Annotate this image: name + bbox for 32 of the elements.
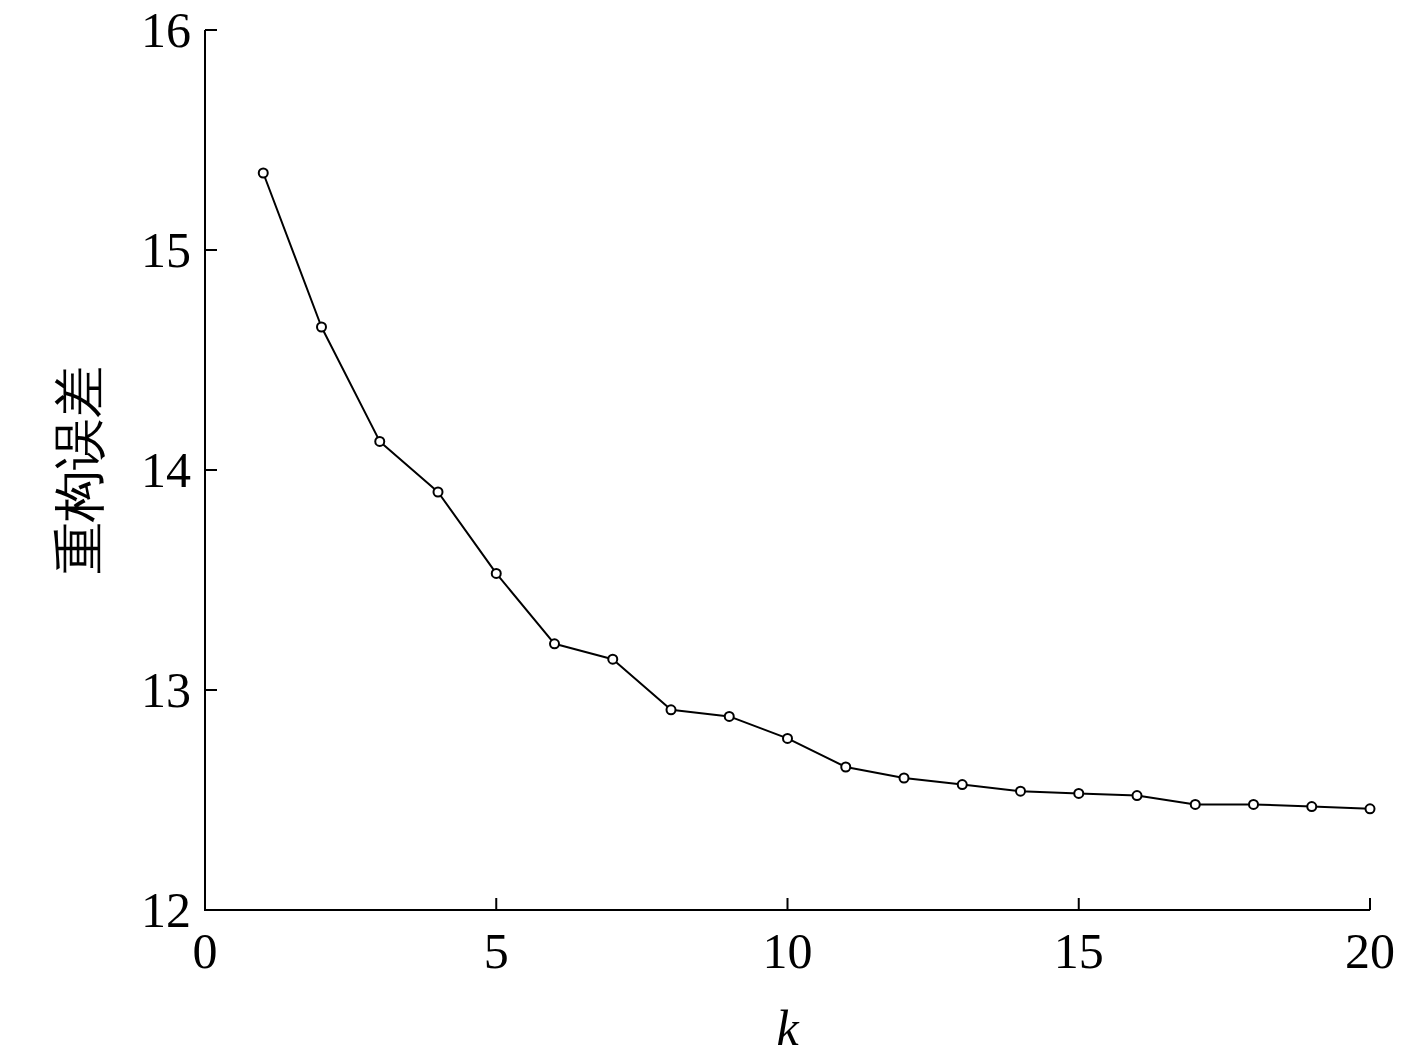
y-tick-label: 14 — [141, 442, 191, 498]
point — [723, 710, 735, 722]
x-axis-title: k — [776, 1000, 800, 1056]
x-tick-label: 20 — [1345, 923, 1395, 979]
point — [432, 486, 444, 498]
y-tick-label: 15 — [141, 222, 191, 278]
point — [549, 638, 560, 650]
point — [374, 435, 386, 447]
y-tick-label: 16 — [141, 2, 191, 58]
y-axis-title: 重构误差 — [49, 366, 109, 574]
y-tick-label: 13 — [141, 662, 191, 718]
point — [1364, 803, 1376, 815]
point — [257, 167, 269, 179]
point — [782, 732, 793, 744]
point — [607, 653, 619, 665]
x-tick-label: 5 — [483, 923, 509, 979]
point — [316, 321, 327, 333]
y-tick-label: 12 — [141, 882, 191, 938]
point — [1073, 787, 1085, 799]
point — [1015, 785, 1026, 797]
point — [898, 772, 910, 784]
point — [1306, 801, 1318, 813]
point — [490, 567, 502, 579]
x-tick-label: 0 — [192, 923, 218, 979]
point — [1189, 798, 1201, 810]
point — [1248, 798, 1259, 810]
point — [956, 779, 968, 791]
point — [665, 704, 677, 716]
x-tick-label: 10 — [762, 923, 813, 979]
point — [840, 761, 852, 773]
point — [1131, 790, 1143, 802]
x-tick-label: 15 — [1053, 923, 1104, 979]
